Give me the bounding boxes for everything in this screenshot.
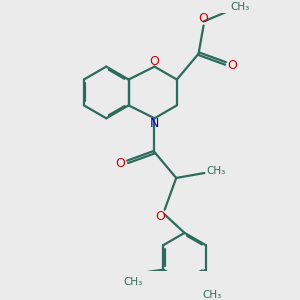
Text: O: O <box>155 210 165 224</box>
Text: O: O <box>150 55 159 68</box>
Text: O: O <box>116 158 125 170</box>
Text: O: O <box>198 12 208 25</box>
Text: CH₃: CH₃ <box>203 290 222 300</box>
Text: CH₃: CH₃ <box>124 278 143 287</box>
Text: O: O <box>228 59 238 72</box>
Text: N: N <box>150 117 159 130</box>
Text: CH₃: CH₃ <box>206 166 226 176</box>
Text: CH₃: CH₃ <box>230 2 250 12</box>
